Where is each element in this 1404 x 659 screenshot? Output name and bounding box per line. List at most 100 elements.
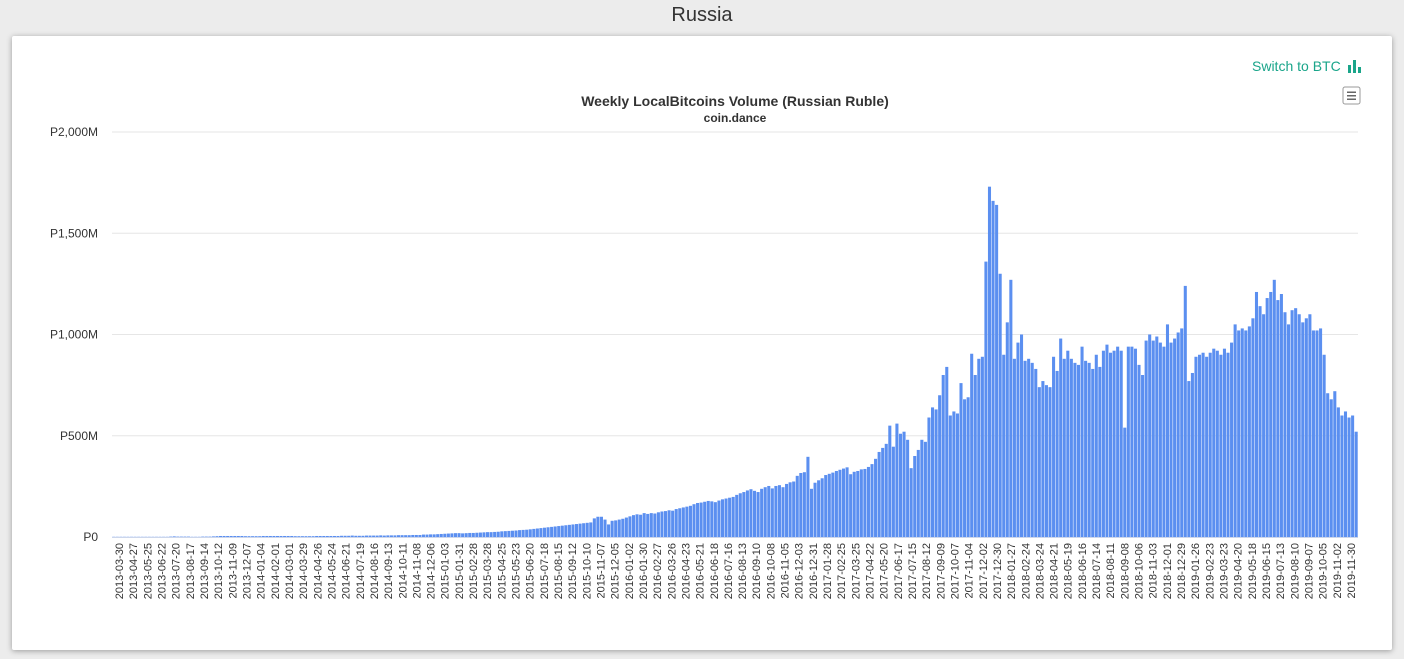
bar[interactable] [1144, 340, 1148, 537]
bar[interactable] [1151, 340, 1155, 537]
bar[interactable] [849, 474, 853, 537]
bar[interactable] [1101, 350, 1105, 537]
bar[interactable] [542, 527, 547, 537]
bar[interactable] [639, 514, 643, 537]
bar[interactable] [261, 535, 265, 537]
bar[interactable] [774, 485, 778, 537]
bar[interactable] [1240, 328, 1244, 537]
bar[interactable] [906, 439, 910, 537]
bar[interactable] [279, 535, 283, 537]
bar[interactable] [500, 531, 504, 537]
bar[interactable] [1098, 366, 1102, 537]
bar[interactable] [624, 517, 628, 537]
bar[interactable] [1037, 387, 1041, 537]
bar[interactable] [802, 472, 806, 537]
bar[interactable] [813, 482, 817, 537]
bar[interactable] [1080, 346, 1084, 537]
bar[interactable] [1351, 415, 1355, 538]
bar[interactable] [1169, 342, 1173, 537]
bar[interactable] [895, 423, 899, 537]
bar[interactable] [493, 531, 497, 537]
bar[interactable] [838, 469, 842, 537]
bar[interactable] [404, 535, 408, 537]
bar[interactable] [607, 524, 611, 537]
bar[interactable] [1301, 322, 1305, 537]
bar[interactable] [642, 513, 646, 537]
bar[interactable] [617, 519, 621, 537]
bar[interactable] [176, 536, 180, 538]
bar[interactable] [418, 534, 422, 537]
bar[interactable] [503, 531, 507, 537]
bar[interactable] [806, 456, 810, 537]
bar[interactable] [525, 529, 529, 537]
bar[interactable] [1123, 427, 1127, 537]
bar[interactable] [1319, 328, 1323, 537]
bar[interactable] [1048, 387, 1052, 537]
bar[interactable] [1194, 356, 1198, 537]
bar[interactable] [557, 526, 561, 537]
bar[interactable] [1226, 352, 1230, 537]
bar[interactable] [1073, 362, 1077, 537]
bar[interactable] [874, 458, 878, 537]
bar[interactable] [866, 466, 870, 537]
bar[interactable] [753, 490, 757, 537]
bar[interactable] [1027, 358, 1031, 537]
bar[interactable] [660, 511, 664, 537]
bar[interactable] [1326, 393, 1330, 537]
bar[interactable] [443, 533, 447, 537]
bar[interactable] [436, 534, 440, 537]
bar[interactable] [204, 536, 208, 538]
bar[interactable] [1297, 314, 1301, 537]
bar[interactable] [945, 366, 949, 537]
bar[interactable] [728, 497, 732, 537]
bar[interactable] [1020, 334, 1024, 538]
bar[interactable] [1119, 350, 1123, 537]
bar[interactable] [297, 536, 301, 537]
bar[interactable] [179, 536, 183, 538]
bar[interactable] [1304, 318, 1308, 537]
bar[interactable] [688, 505, 692, 537]
bar[interactable] [1176, 332, 1180, 537]
bar[interactable] [909, 468, 913, 537]
bar[interactable] [368, 535, 372, 537]
bar[interactable] [931, 407, 935, 537]
bar[interactable] [674, 509, 678, 537]
bar[interactable] [667, 510, 671, 537]
bar[interactable] [1212, 348, 1216, 537]
bar[interactable] [1002, 354, 1006, 537]
switch-to-btc-button[interactable]: Switch to BTC [1252, 56, 1363, 76]
bar[interactable] [1105, 344, 1109, 538]
bar[interactable] [834, 470, 838, 537]
bar[interactable] [1044, 385, 1048, 538]
bar[interactable] [1315, 330, 1319, 537]
bar[interactable] [350, 535, 354, 537]
bar[interactable] [692, 504, 696, 537]
bar[interactable] [243, 536, 247, 537]
bar[interactable] [546, 527, 550, 537]
bar[interactable] [329, 535, 333, 537]
bar[interactable] [927, 417, 931, 537]
bar[interactable] [1030, 362, 1034, 537]
bar[interactable] [429, 534, 433, 537]
bar[interactable] [386, 535, 390, 537]
bar[interactable] [304, 536, 308, 537]
bar[interactable] [824, 475, 828, 537]
bar[interactable] [891, 446, 895, 537]
bar[interactable] [1333, 391, 1337, 537]
bar[interactable] [219, 535, 223, 537]
bar[interactable] [1148, 334, 1152, 538]
bar[interactable] [582, 523, 586, 537]
bar[interactable] [411, 534, 415, 537]
bar[interactable] [315, 535, 319, 537]
bar[interactable] [318, 535, 322, 537]
bar[interactable] [902, 431, 906, 537]
bar[interactable] [699, 502, 703, 537]
bar[interactable] [970, 353, 974, 537]
bar[interactable] [603, 519, 607, 537]
bar[interactable] [842, 468, 846, 537]
bar[interactable] [300, 536, 304, 537]
bar[interactable] [553, 526, 557, 537]
bar[interactable] [977, 358, 981, 537]
bar[interactable] [710, 501, 714, 537]
bar[interactable] [635, 514, 639, 537]
